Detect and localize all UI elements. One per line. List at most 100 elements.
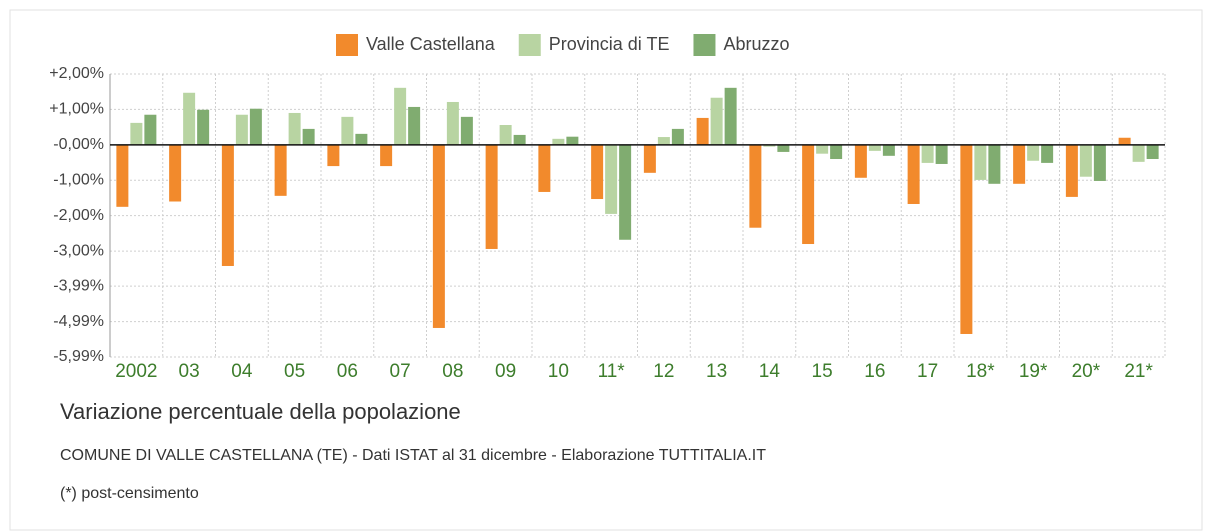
panel: [9, 9, 1203, 531]
bar: [408, 106, 421, 145]
legend-label: Valle Castellana: [366, 34, 496, 54]
y-tick-label: -3,99%: [53, 277, 104, 294]
bar: [288, 112, 301, 145]
bar: [432, 144, 445, 328]
y-tick-label: -5,99%: [53, 348, 104, 365]
bar: [921, 144, 934, 163]
bar: [1079, 144, 1092, 177]
x-tick-label: 10: [548, 361, 569, 382]
x-tick-label: 21*: [1124, 361, 1153, 382]
bar: [1013, 144, 1026, 184]
x-tick-label: 11*: [598, 361, 626, 382]
bar: [854, 144, 867, 178]
bar: [144, 114, 157, 145]
y-tick-label: -2,00%: [53, 207, 104, 224]
bar: [221, 144, 234, 266]
bar: [169, 144, 182, 202]
bar: [446, 101, 459, 145]
chart-title: Variazione percentuale della popolazione: [60, 399, 461, 424]
y-tick-label: +1,00%: [49, 101, 104, 118]
bar: [183, 92, 196, 145]
bar: [935, 144, 948, 164]
bar: [513, 134, 526, 145]
legend-swatch: [518, 34, 541, 56]
x-tick-label: 03: [179, 361, 200, 382]
bar: [355, 133, 368, 145]
bar: [274, 144, 287, 196]
bar: [591, 144, 604, 200]
x-tick-label: 05: [284, 361, 305, 382]
bar: [777, 144, 790, 152]
x-tick-label: 06: [337, 361, 358, 382]
x-tick-label: 15: [812, 361, 833, 382]
bar: [1132, 144, 1145, 162]
bar: [710, 97, 723, 145]
x-tick-label: 16: [864, 361, 885, 382]
x-tick-label: 12: [653, 361, 674, 382]
bar: [671, 128, 684, 145]
bar: [882, 144, 895, 156]
x-tick-label: 20*: [1072, 361, 1101, 382]
bar: [619, 144, 632, 240]
bar: [1065, 144, 1078, 197]
bar: [302, 128, 315, 145]
bar: [485, 144, 498, 249]
bar: [868, 144, 881, 151]
bar: [566, 136, 579, 145]
bar: [538, 144, 551, 192]
x-tick-label: 17: [917, 361, 938, 382]
legend-swatch: [693, 34, 716, 56]
chart-note: (*) post-censimento: [60, 485, 199, 502]
legend-swatch: [336, 34, 358, 56]
bar: [460, 116, 473, 145]
bar: [907, 144, 920, 204]
legend-label: Provincia di TE: [549, 34, 670, 54]
bar: [816, 144, 829, 154]
x-tick-label: 14: [759, 361, 781, 382]
bar: [763, 144, 776, 147]
y-tick-label: -1,00%: [53, 171, 104, 188]
x-tick-label: 04: [231, 361, 253, 382]
bar: [235, 114, 248, 145]
bar: [830, 144, 843, 160]
bar: [1041, 144, 1054, 163]
bar: [1118, 137, 1131, 145]
bar: [499, 125, 512, 145]
x-tick-label: 13: [706, 361, 727, 382]
bar: [974, 144, 987, 180]
x-tick-label: 19*: [1019, 361, 1048, 382]
y-tick-label: -3,00%: [53, 242, 104, 259]
bar: [643, 144, 656, 173]
bar: [988, 144, 1001, 184]
bar: [1093, 144, 1106, 181]
x-tick-label: 18*: [966, 361, 995, 382]
legend-label: Abruzzo: [723, 34, 789, 54]
bar: [394, 87, 407, 145]
x-tick-label: 09: [495, 361, 516, 382]
bar: [605, 144, 618, 214]
bar: [802, 144, 815, 245]
bar: [696, 117, 709, 145]
bar: [657, 137, 670, 145]
bar: [341, 116, 354, 145]
bar: [327, 144, 340, 167]
y-tick-label: -4,99%: [53, 313, 104, 330]
y-tick-label: -0,00%: [53, 136, 104, 153]
bar: [1027, 144, 1040, 161]
bar: [249, 108, 262, 145]
x-tick-label: 2002: [115, 361, 157, 382]
bar: [724, 87, 737, 145]
bar: [552, 138, 565, 145]
y-tick-label: +2,00%: [49, 65, 104, 82]
x-tick-label: 08: [442, 361, 463, 382]
bar: [380, 144, 393, 167]
bar: [1146, 144, 1159, 160]
bar: [116, 144, 129, 207]
bar: [749, 144, 762, 228]
x-tick-label: 07: [390, 361, 411, 382]
bar: [130, 122, 143, 145]
bar: [197, 109, 210, 145]
chart-subtitle: COMUNE DI VALLE CASTELLANA (TE) - Dati I…: [60, 447, 766, 464]
bar: [960, 144, 973, 334]
